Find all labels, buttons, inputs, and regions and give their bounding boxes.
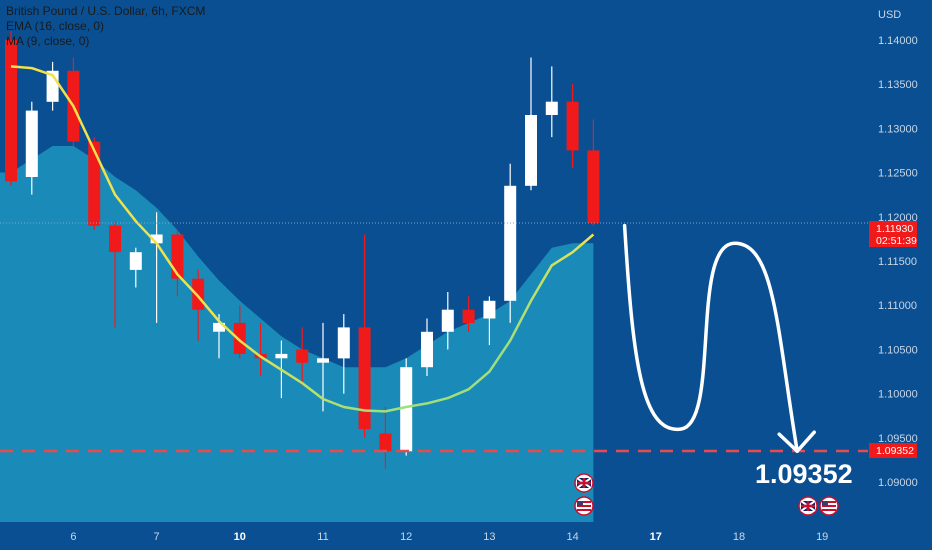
candle-body xyxy=(88,141,101,226)
candle-body xyxy=(109,225,121,253)
price-tick-label: 1.09500 xyxy=(878,433,918,445)
candle-body xyxy=(317,358,329,363)
candle-body xyxy=(337,327,350,359)
candle-body xyxy=(462,309,475,323)
candle[interactable] xyxy=(25,101,38,195)
time-tick-label: 19 xyxy=(816,531,828,543)
candle[interactable] xyxy=(504,163,517,323)
candle-body xyxy=(150,234,163,244)
time-tick-label: 14 xyxy=(566,531,578,543)
time-tick-label: 10 xyxy=(234,531,246,543)
price-tick-label: 1.11500 xyxy=(878,256,917,268)
candle[interactable] xyxy=(525,57,537,191)
countdown-value: 02:51:39 xyxy=(876,235,917,247)
candle-body xyxy=(5,39,17,182)
candle[interactable] xyxy=(233,305,246,359)
uk-flag-icon[interactable] xyxy=(798,496,818,516)
time-tick-label: 7 xyxy=(154,531,160,543)
candle[interactable] xyxy=(317,322,329,412)
projection-arrowhead xyxy=(777,430,816,453)
candle-body xyxy=(483,300,496,319)
candle[interactable] xyxy=(587,119,600,226)
us-flag-icon[interactable] xyxy=(819,496,839,516)
target-price-value: 1.09352 xyxy=(876,445,914,457)
time-tick-label: 17 xyxy=(650,531,662,543)
ma-legend[interactable]: MA (9, close, 0) xyxy=(6,34,90,48)
candle-body xyxy=(545,101,558,115)
candle[interactable] xyxy=(109,221,121,328)
candle[interactable] xyxy=(379,407,392,469)
candle[interactable] xyxy=(421,318,433,377)
candle-body xyxy=(400,367,413,452)
price-tick-label: 1.10500 xyxy=(878,345,918,357)
time-axis-background xyxy=(0,522,932,550)
candle-body xyxy=(213,322,225,332)
candle[interactable] xyxy=(296,327,309,385)
candle-body xyxy=(129,252,142,270)
price-axis-background xyxy=(868,0,932,522)
price-tick-label: 1.14000 xyxy=(878,35,918,47)
candle[interactable] xyxy=(150,212,163,323)
last-price-tag: 1.11930 02:51:39 xyxy=(869,221,917,247)
candle[interactable] xyxy=(5,31,17,186)
price-tick-label: 1.13000 xyxy=(878,123,918,135)
candle-body xyxy=(566,101,579,151)
time-tick-label: 18 xyxy=(733,531,745,543)
candle[interactable] xyxy=(545,66,558,138)
candle-body xyxy=(275,353,288,359)
candle-body xyxy=(587,150,600,223)
symbol-title[interactable]: British Pound / U.S. Dollar, 6h, FXCM xyxy=(6,4,206,18)
candle-body xyxy=(441,309,454,332)
us-flag-icon[interactable] xyxy=(574,496,594,516)
candle-body xyxy=(421,331,433,368)
ma-area-edge xyxy=(0,172,11,522)
candle[interactable] xyxy=(337,314,350,394)
chart-legend: British Pound / U.S. Dollar, 6h, FXCM EM… xyxy=(6,4,205,49)
candle-body xyxy=(192,278,205,310)
candle[interactable] xyxy=(441,292,454,350)
price-tick-label: 1.11000 xyxy=(878,300,917,312)
candle[interactable] xyxy=(358,234,371,438)
target-price-tag: 1.09352 xyxy=(869,443,917,458)
candle-body xyxy=(358,327,371,430)
currency-label: USD xyxy=(878,9,901,21)
candle[interactable] xyxy=(192,269,205,341)
candle-body xyxy=(504,185,517,301)
candle-body xyxy=(233,322,246,354)
price-tick-label: 1.12000 xyxy=(878,212,918,224)
target-price-tag-box xyxy=(869,443,917,458)
time-tick-label: 11 xyxy=(317,531,328,543)
candle-body xyxy=(25,110,38,177)
time-tick-label: 13 xyxy=(483,531,495,543)
uk-flag-icon[interactable] xyxy=(574,473,594,493)
ema-line[interactable] xyxy=(10,65,595,413)
price-tick-label: 1.09000 xyxy=(878,477,918,489)
candle[interactable] xyxy=(566,84,579,169)
candle[interactable] xyxy=(483,296,496,346)
target-big-label: 1.09352 xyxy=(755,459,853,489)
candle[interactable] xyxy=(129,247,142,288)
candle[interactable] xyxy=(462,296,475,332)
price-tick-label: 1.13500 xyxy=(878,79,918,91)
time-tick-label: 12 xyxy=(400,531,412,543)
candle-body xyxy=(296,349,309,363)
last-price-tag-box xyxy=(869,221,917,247)
time-tick-label: 6 xyxy=(70,531,76,543)
ema-legend[interactable]: EMA (16, close, 0) xyxy=(6,19,105,33)
price-tick-label: 1.10000 xyxy=(878,389,918,401)
last-price-value: 1.11930 xyxy=(876,223,913,235)
price-tick-label: 1.12500 xyxy=(878,168,918,180)
projection-path[interactable] xyxy=(622,223,799,453)
candle-body xyxy=(525,115,537,186)
candle-body xyxy=(379,433,392,452)
